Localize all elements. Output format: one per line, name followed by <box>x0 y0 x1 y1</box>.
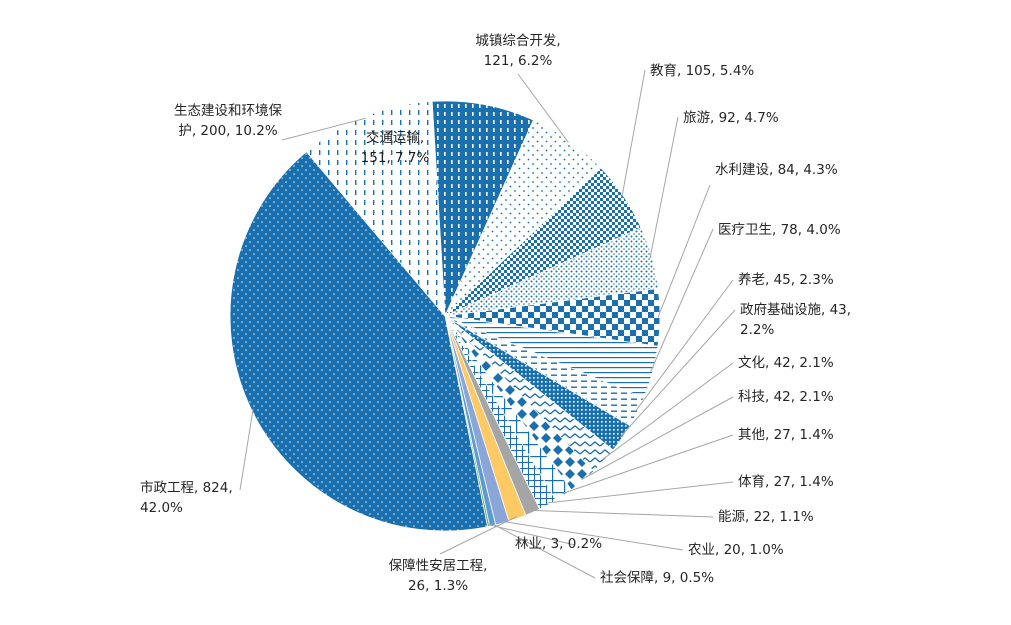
data-label-14: 保障性安居工程, 26, 1.3% <box>389 558 488 594</box>
leader-line-16 <box>491 523 596 579</box>
leader-line-13 <box>531 509 714 518</box>
leader-line-4 <box>649 116 679 259</box>
leader-line-17 <box>488 524 576 546</box>
leader-line-5 <box>657 184 711 318</box>
leader-line-19 <box>281 117 367 141</box>
leader-line-3 <box>621 69 646 198</box>
pie-slice-19 <box>305 100 446 318</box>
data-label-18: 市政工程, 824, 42.0% <box>140 479 233 516</box>
data-label-16: 社会保障, 9, 0.5% <box>600 570 714 586</box>
leader-line-7 <box>635 279 734 412</box>
data-label-15: 农业, 20, 1.0% <box>688 542 784 558</box>
leader-line-9 <box>602 362 734 461</box>
leader-line-12 <box>546 481 734 504</box>
pie-slice-18 <box>229 151 489 532</box>
data-label-17: 林业, 3, 0.2% <box>515 536 602 552</box>
leader-line-15 <box>501 520 684 551</box>
data-label-6: 医疗卫生, 78, 4.0% <box>718 222 841 238</box>
data-label-4: 旅游, 92, 4.7% <box>683 110 779 126</box>
data-label-5: 水利建设, 84, 4.3% <box>715 162 838 178</box>
data-label-8: 政府基础设施, 43, 2.2% <box>740 301 851 338</box>
data-label-1: 交通运输, 151, 7.7% <box>361 129 430 166</box>
data-label-2: 城镇综合开发, 121, 6.2% <box>475 33 560 69</box>
data-label-13: 能源, 22, 1.1% <box>718 509 814 525</box>
leader-line-10 <box>581 396 734 480</box>
data-label-11: 其他, 27, 1.4% <box>738 427 834 443</box>
leader-line-8 <box>619 309 736 438</box>
leader-line-11 <box>562 434 734 494</box>
pie-slice-1 <box>431 100 534 317</box>
data-label-10: 科技, 42, 2.1% <box>738 389 834 405</box>
data-label-3: 教育, 105, 5.4% <box>650 63 754 79</box>
data-label-19: 生态建设和环境保护, 200, 10.2% <box>174 103 282 139</box>
leader-line-14 <box>439 516 517 555</box>
data-label-12: 体育, 27, 1.4% <box>738 474 834 490</box>
leader-line-2 <box>517 73 569 143</box>
leader-line-6 <box>650 228 714 373</box>
data-label-9: 文化, 42, 2.1% <box>738 355 834 371</box>
leader-line-18 <box>239 408 254 491</box>
data-label-7: 养老, 45, 2.3% <box>738 272 834 288</box>
